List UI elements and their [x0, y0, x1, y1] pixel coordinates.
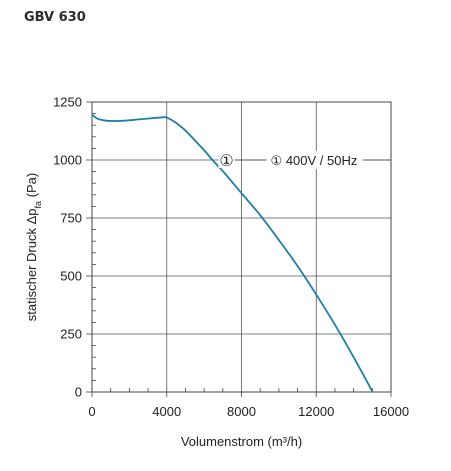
- y-tick-label: 1000: [53, 153, 82, 168]
- annotations: ① ① 400V / 50Hz: [218, 151, 391, 170]
- y-tick-label: 0: [75, 385, 82, 400]
- y-axis-label: statischer Druck Δpfa (Pa): [24, 173, 43, 321]
- y-tick-label: 750: [60, 211, 82, 226]
- y-tick-label: 500: [60, 269, 82, 284]
- legend-bg: [266, 151, 363, 169]
- x-tick-label: 8000: [227, 404, 256, 419]
- annotation-marker: ①: [219, 153, 233, 170]
- legend-label: ① 400V / 50Hz: [271, 153, 358, 168]
- y-tick-label: 250: [60, 327, 82, 342]
- grid: [92, 101, 391, 392]
- x-tick-label: 4000: [152, 404, 181, 419]
- x-tick-label: 12000: [298, 404, 334, 419]
- x-tick-label: 16000: [373, 404, 409, 419]
- series: [91, 114, 374, 392]
- series-line: [91, 114, 374, 392]
- chart-title: GBV 630: [24, 10, 86, 25]
- x-tick-label: 0: [88, 404, 95, 419]
- labels: 0 250 500 750 1000 1250 0 4000 8000 12000 16000 Vol…: [24, 95, 409, 450]
- axes: [86, 101, 392, 397]
- y-tick-label: 1250: [53, 95, 82, 110]
- annotation-marker-bg: [218, 152, 235, 168]
- x-axis-label: Volumenstrom (m³/h): [181, 434, 302, 449]
